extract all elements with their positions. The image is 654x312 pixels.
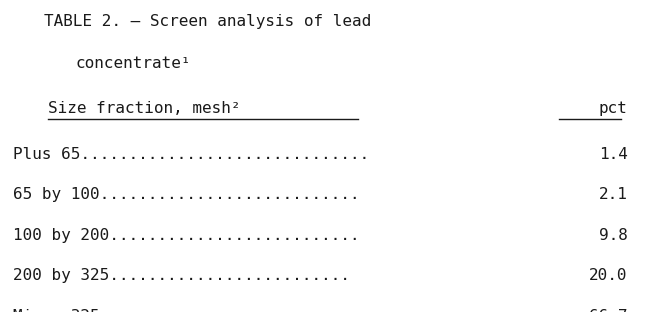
Text: 200 by 325.........................: 200 by 325......................... bbox=[13, 268, 350, 283]
Text: 66.7: 66.7 bbox=[589, 309, 628, 312]
Text: 65 by 100...........................: 65 by 100........................... bbox=[13, 187, 360, 202]
Text: 20.0: 20.0 bbox=[589, 268, 628, 283]
Text: pct: pct bbox=[599, 101, 628, 116]
Text: 1.4: 1.4 bbox=[599, 147, 628, 162]
Text: concentrate¹: concentrate¹ bbox=[75, 56, 191, 71]
Text: 100 by 200..........................: 100 by 200.......................... bbox=[13, 228, 360, 243]
Text: Minus 325..........................: Minus 325.......................... bbox=[13, 309, 350, 312]
Text: Plus 65..............................: Plus 65.............................. bbox=[13, 147, 370, 162]
Text: Size fraction, mesh²: Size fraction, mesh² bbox=[48, 101, 240, 116]
Text: 2.1: 2.1 bbox=[599, 187, 628, 202]
Text: TABLE 2. – Screen analysis of lead: TABLE 2. – Screen analysis of lead bbox=[44, 14, 371, 29]
Text: 9.8: 9.8 bbox=[599, 228, 628, 243]
